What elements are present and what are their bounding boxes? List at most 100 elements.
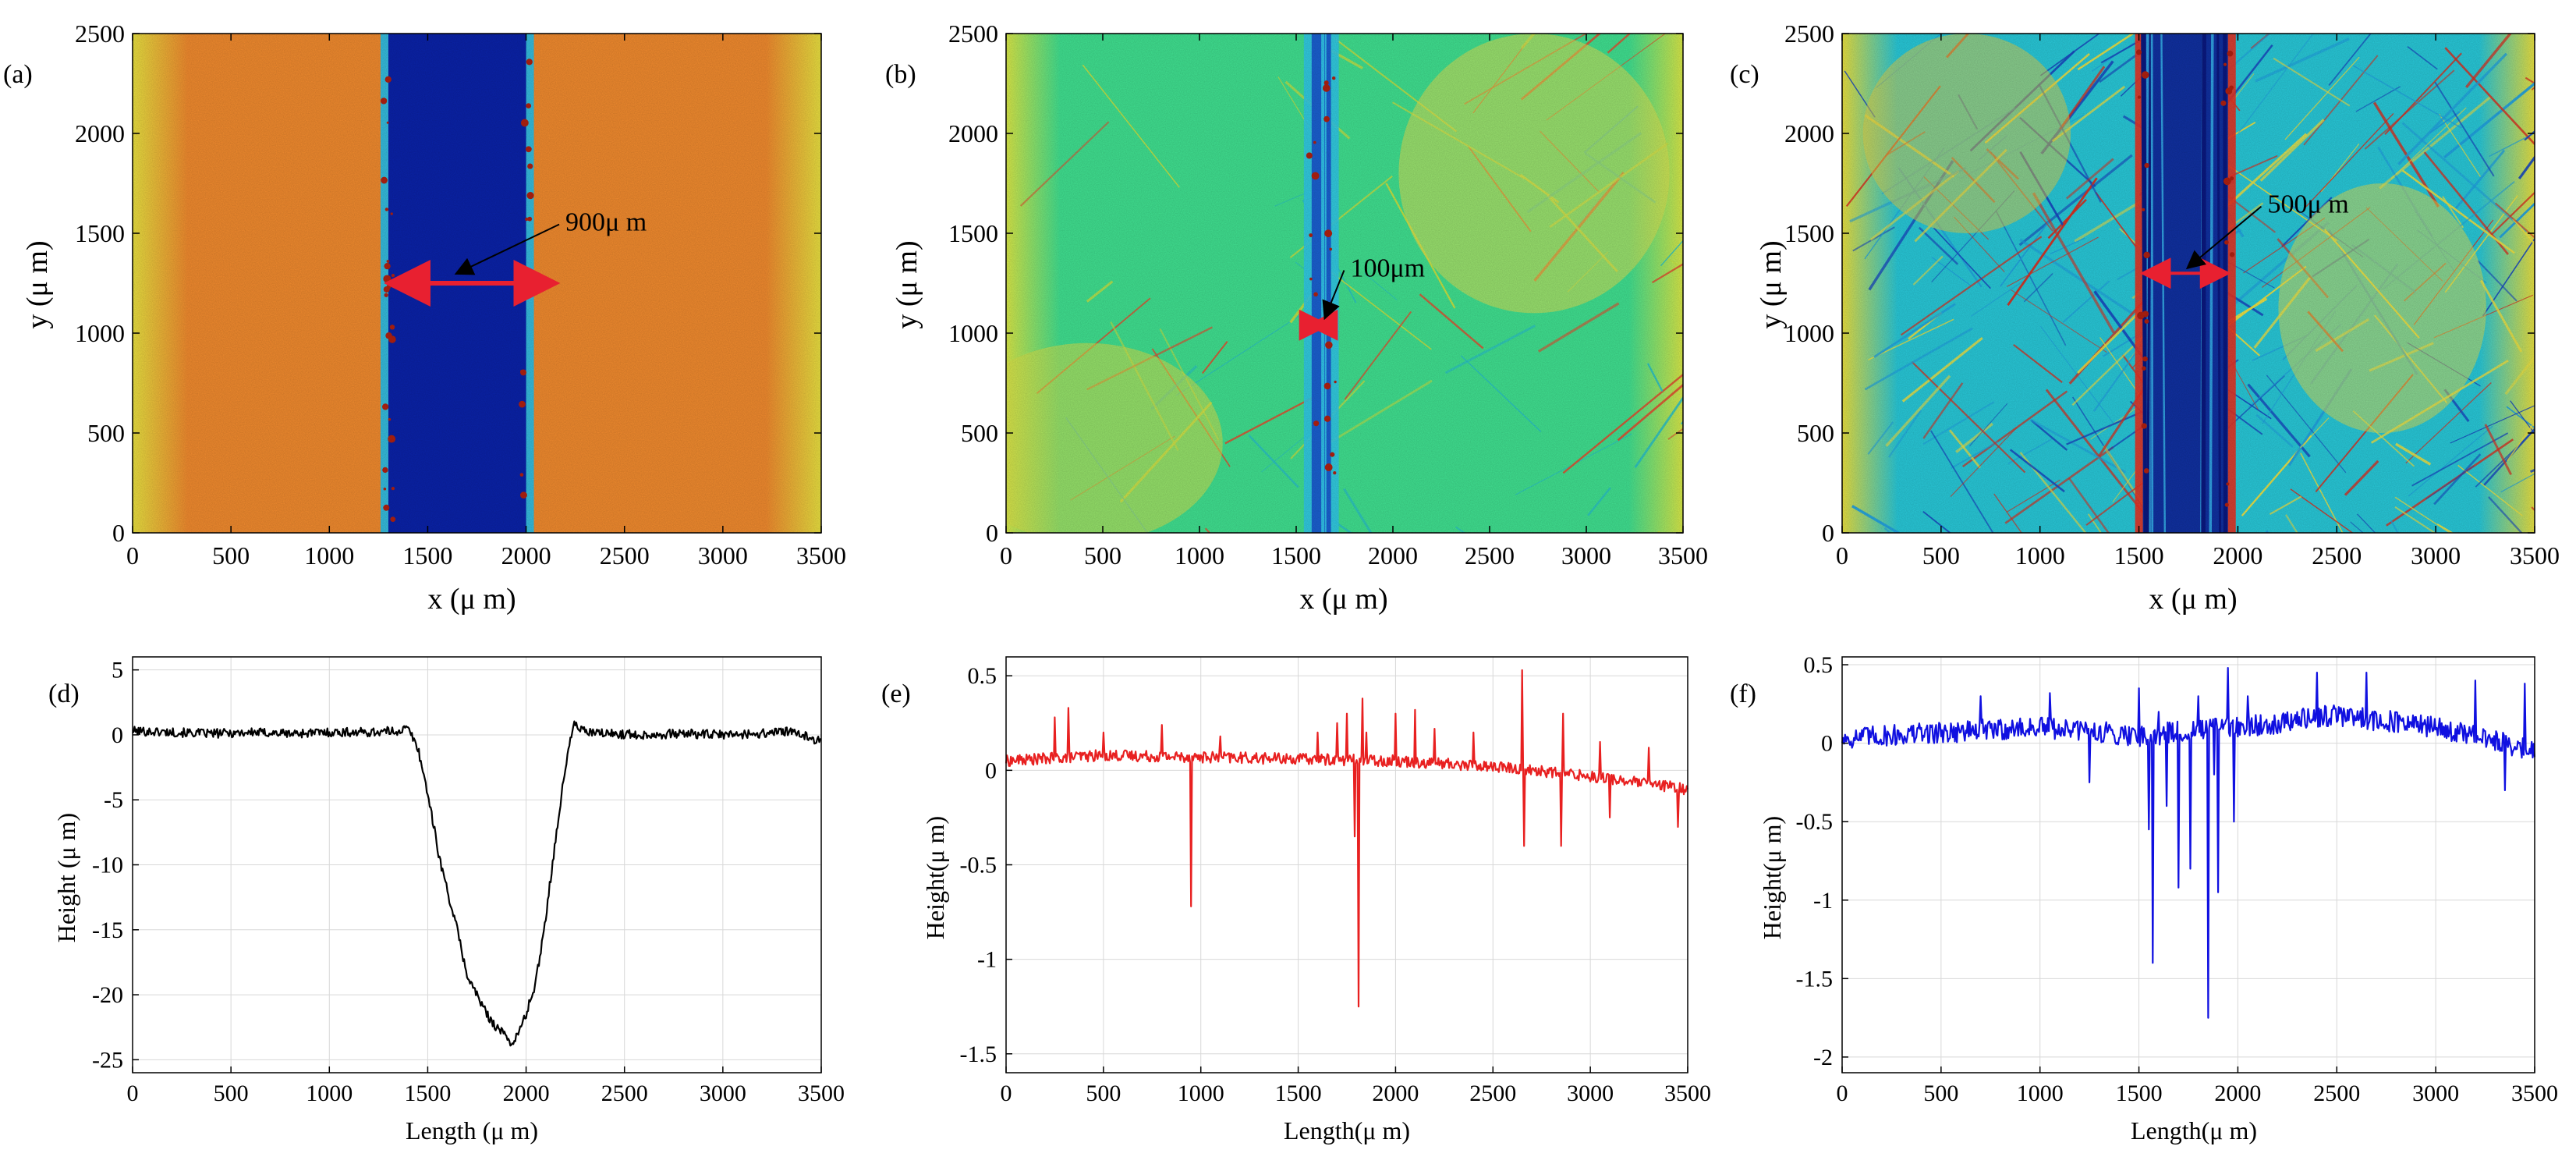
panel-label-a: (a) [3,60,33,89]
map-plot-b: 0 500 1000 1500 2000 2500 3000 3500 0 500 1000 1500… [948,20,1708,570]
x-tick-label: 2500 [1465,541,1515,570]
surface-streak [1680,421,1683,425]
x-tick-label: 500 [1084,541,1121,570]
panel-label-c: (c) [1730,60,1759,89]
y-tick-label: 5 [112,658,123,683]
map-panel-b: (b) 0 500 1000 1500 2000 2500 3000 3500 0 500 1000… [885,20,1708,616]
x-tick-label: 0 [1000,541,1012,570]
y-tick-label: -10 [92,853,123,878]
x-tick-label: 2000 [1368,541,1418,570]
x-tick-label: 2000 [2213,541,2262,570]
x-tick-label: 2000 [1372,1081,1419,1106]
x-tick-label: 500 [1922,541,1960,570]
panel-label-f: (f) [1730,680,1756,708]
x-tick-label: 0 [126,541,139,570]
map-xlabel-a: x (μ m) [427,583,516,616]
chart-xlabel-e: Length(μ m) [1284,1116,1410,1144]
x-tick-label: 2500 [601,1081,648,1106]
profile-panel-f: (f) 0 500 1000 1500 2000 2500 3000 3500 0.5 0 -0.5… [1730,652,2558,1144]
map-xlabel-c: x (μ m) [2149,583,2237,616]
y-tick-label: 1000 [75,319,125,347]
series-line-f [1841,667,2536,1019]
surface-noise-overlay [1842,34,2535,533]
x-tick-label: 500 [212,541,250,570]
chart-xlabel-d: Length (μ m) [406,1116,538,1144]
y-tick-label: 500 [87,419,125,447]
map-frame-a [132,33,822,534]
x-tick-label: 3500 [2511,1081,2558,1106]
map-area-b [1006,34,1683,533]
y-tick-label: 2000 [75,119,125,147]
pointer-arrow-a [454,223,560,275]
x-tick-label: 1500 [404,1081,451,1106]
x-tick-label: 1000 [1178,1081,1224,1106]
x-tick-label: 3500 [2510,541,2560,570]
line-plot-f: 0 500 1000 1500 2000 2500 3000 3500 0.5 0 -0.5 -1 -1… [1796,652,2559,1106]
surface-streak [2531,86,2535,90]
x-tick-label: 3500 [798,1081,845,1106]
y-tick-label: -20 [92,982,123,1008]
profile-panel-d: (d) 0 500 1000 1500 2000 2500 3000 3500 5 0 -5 -10 -… [48,656,845,1144]
y-tick-label: 0 [112,722,123,748]
annotation-label-c: 500μ m [2267,190,2348,219]
y-tick-label: 2500 [1784,20,1834,48]
x-tick-label: 1000 [1175,541,1224,570]
x-tick-label: 1500 [2116,1081,2163,1106]
map-ylabel-c: y (μ m) [1755,240,1788,328]
y-tick-label: -1 [977,947,997,973]
y-tick-label: 0.5 [968,663,997,689]
surface-streak [2390,520,2399,533]
chart-ylabel-e: Height(μ m) [921,816,949,939]
surface-noise-overlay [1006,34,1683,533]
x-tick-label: 3000 [1567,1081,1614,1106]
series-line-d [132,720,822,1047]
y-tick-label: -15 [92,917,123,943]
plot-frame-f [1841,656,2535,1074]
map-ylabel-b: y (μ m) [891,240,923,328]
y-tick-label: -25 [92,1047,123,1073]
y-tick-label: 1000 [948,319,998,347]
y-tick-label: 1500 [1784,219,1834,247]
chart-xlabel-f: Length(μ m) [2131,1116,2257,1144]
panel-label-b: (b) [885,60,916,89]
x-tick-label: 2500 [2312,541,2362,570]
pointer-arrow-b [1322,270,1345,321]
map-area-c [1842,34,2535,533]
x-tick-label: 2000 [501,541,551,570]
series-line-e [1005,669,1689,1008]
y-tick-label: 1000 [1784,319,1834,347]
x-tick-label: 500 [1923,1081,1958,1106]
x-tick-label: 2000 [2214,1081,2261,1106]
x-tick-label: 3000 [1561,541,1611,570]
chart-ylabel-f: Height(μ m) [1758,816,1786,939]
map-ylabel-a: y (μ m) [21,240,54,328]
surface-streak [2529,468,2535,474]
x-tick-label: 500 [214,1081,249,1106]
map-xlabel-b: x (μ m) [1299,583,1387,616]
y-tick-label: 2000 [1784,119,1834,147]
map-panel-a: (a) 0 500 1000 1500 2000 2500 3000 3500 0 500 1000… [3,20,846,616]
profile-panel-e: (e) 0 500 1000 1500 2000 2500 3000 3500 0.5 0 -0.5… [881,656,1711,1144]
x-tick-label: 1000 [306,1081,353,1106]
chart-ylabel-d: Height (μ m) [52,813,80,942]
x-tick-label: 2500 [2313,1081,2360,1106]
x-tick-label: 1500 [402,541,452,570]
map-plot-c: 0 500 1000 1500 2000 2500 3000 3500 0 500 1000 1500… [1784,20,2560,570]
y-tick-label: -0.5 [1796,809,1834,835]
panel-label-e: (e) [881,680,911,708]
pointer-arrow-c [2185,205,2262,270]
x-tick-label: 3500 [796,541,846,570]
surface-streak [2404,34,2407,35]
y-tick-label: 0 [1822,519,1834,547]
x-tick-label: 1500 [1275,1081,1322,1106]
x-tick-label: 3000 [698,541,748,570]
x-tick-label: 1000 [304,541,354,570]
y-tick-label: -0.5 [960,853,997,878]
y-tick-label: 1500 [948,219,998,247]
y-tick-label: 2000 [948,119,998,147]
map-frame-b [1005,33,1684,534]
x-tick-label: 2500 [1469,1081,1516,1106]
map-plot-a: 0 500 1000 1500 2000 2500 3000 3500 0 500 1000 1500… [75,20,846,570]
map-panel-c: (c) 0 500 1000 1500 2000 2500 3000 3500 0 500 1000… [1730,20,2560,616]
